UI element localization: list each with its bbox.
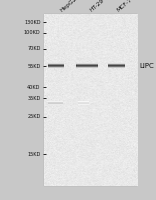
Text: 25KD: 25KD xyxy=(27,114,41,119)
Text: 55KD: 55KD xyxy=(27,64,41,68)
Text: HT-29: HT-29 xyxy=(89,0,105,13)
Text: 100KD: 100KD xyxy=(24,30,41,36)
Text: 40KD: 40KD xyxy=(27,85,41,90)
Text: 15KD: 15KD xyxy=(27,152,41,156)
Text: LIPC: LIPC xyxy=(140,63,154,69)
Text: 70KD: 70KD xyxy=(27,46,41,51)
Text: 35KD: 35KD xyxy=(27,96,41,100)
Text: HepG2: HepG2 xyxy=(59,0,78,13)
Text: MCF-7: MCF-7 xyxy=(115,0,133,13)
Bar xyxy=(44,14,137,186)
Text: 130KD: 130KD xyxy=(24,20,41,24)
